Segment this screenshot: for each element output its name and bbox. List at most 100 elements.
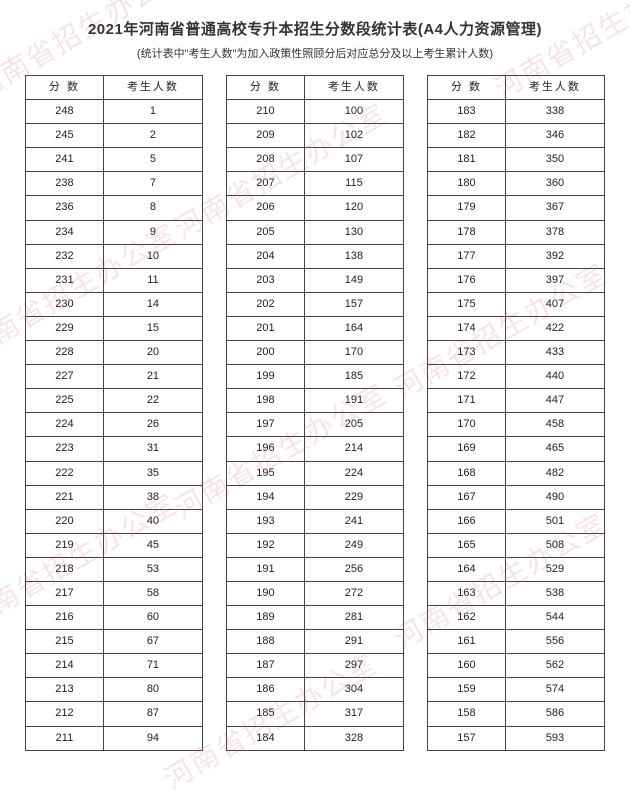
cell-score: 188 bbox=[227, 630, 305, 654]
cell-score: 197 bbox=[227, 413, 305, 437]
table-row: 191256 bbox=[227, 557, 404, 581]
cell-count: 556 bbox=[505, 630, 604, 654]
cell-score: 228 bbox=[26, 341, 104, 365]
cell-count: 291 bbox=[304, 630, 403, 654]
cell-score: 180 bbox=[428, 172, 506, 196]
cell-score: 238 bbox=[26, 172, 104, 196]
cell-count: 100 bbox=[304, 100, 403, 124]
cell-count: 397 bbox=[505, 268, 604, 292]
cell-score: 209 bbox=[227, 124, 305, 148]
cell-count: 22 bbox=[103, 389, 202, 413]
table-row: 186304 bbox=[227, 678, 404, 702]
table-row: 172440 bbox=[428, 365, 605, 389]
cell-count: 482 bbox=[505, 461, 604, 485]
cell-count: 1 bbox=[103, 100, 202, 124]
table-row: 189281 bbox=[227, 606, 404, 630]
table-row: 161556 bbox=[428, 630, 605, 654]
table-row: 21287 bbox=[26, 702, 203, 726]
cell-score: 231 bbox=[26, 268, 104, 292]
cell-score: 172 bbox=[428, 365, 506, 389]
cell-score: 164 bbox=[428, 557, 506, 581]
cell-count: 20 bbox=[103, 341, 202, 365]
cell-score: 213 bbox=[26, 678, 104, 702]
cell-score: 218 bbox=[26, 557, 104, 581]
cell-count: 11 bbox=[103, 268, 202, 292]
table-row: 184328 bbox=[227, 726, 404, 750]
cell-score: 182 bbox=[428, 124, 506, 148]
cell-score: 224 bbox=[26, 413, 104, 437]
cell-score: 190 bbox=[227, 581, 305, 605]
table-row: 203149 bbox=[227, 268, 404, 292]
table-row: 22915 bbox=[26, 316, 203, 340]
table-row: 185317 bbox=[227, 702, 404, 726]
cell-score: 227 bbox=[26, 365, 104, 389]
cell-count: 40 bbox=[103, 509, 202, 533]
score-table-1: 分 数考生人数248124522415238723682349232102311… bbox=[25, 75, 203, 751]
score-table-2: 分 数考生人数210100209102208107207115206120205… bbox=[226, 75, 404, 751]
cell-count: 191 bbox=[304, 389, 403, 413]
table-row: 181350 bbox=[428, 148, 605, 172]
cell-count: 350 bbox=[505, 148, 604, 172]
table-row: 208107 bbox=[227, 148, 404, 172]
cell-count: 58 bbox=[103, 581, 202, 605]
cell-score: 157 bbox=[428, 726, 506, 750]
cell-count: 164 bbox=[304, 316, 403, 340]
table-row: 2368 bbox=[26, 196, 203, 220]
cell-count: 224 bbox=[304, 461, 403, 485]
table-row: 164529 bbox=[428, 557, 605, 581]
table-row: 177392 bbox=[428, 244, 605, 268]
cell-score: 168 bbox=[428, 461, 506, 485]
table-row: 178378 bbox=[428, 220, 605, 244]
cell-count: 360 bbox=[505, 172, 604, 196]
table-row: 21567 bbox=[26, 630, 203, 654]
cell-score: 181 bbox=[428, 148, 506, 172]
table-row: 187297 bbox=[227, 654, 404, 678]
table-row: 196214 bbox=[227, 437, 404, 461]
cell-count: 205 bbox=[304, 413, 403, 437]
cell-score: 189 bbox=[227, 606, 305, 630]
table-row: 21380 bbox=[26, 678, 203, 702]
cell-count: 229 bbox=[304, 485, 403, 509]
col-header-score: 分 数 bbox=[227, 76, 305, 100]
table-row: 21758 bbox=[26, 581, 203, 605]
cell-score: 219 bbox=[26, 533, 104, 557]
cell-score: 203 bbox=[227, 268, 305, 292]
table-row: 183338 bbox=[428, 100, 605, 124]
cell-score: 187 bbox=[227, 654, 305, 678]
cell-count: 465 bbox=[505, 437, 604, 461]
cell-count: 7 bbox=[103, 172, 202, 196]
cell-score: 163 bbox=[428, 581, 506, 605]
table-row: 2452 bbox=[26, 124, 203, 148]
table-row: 23111 bbox=[26, 268, 203, 292]
cell-count: 60 bbox=[103, 606, 202, 630]
table-row: 2481 bbox=[26, 100, 203, 124]
table-row: 21660 bbox=[26, 606, 203, 630]
table-row: 22138 bbox=[26, 485, 203, 509]
cell-count: 8 bbox=[103, 196, 202, 220]
cell-score: 176 bbox=[428, 268, 506, 292]
cell-score: 159 bbox=[428, 678, 506, 702]
table-row: 194229 bbox=[227, 485, 404, 509]
table-row: 176397 bbox=[428, 268, 605, 292]
cell-count: 433 bbox=[505, 341, 604, 365]
cell-count: 501 bbox=[505, 509, 604, 533]
table-row: 180360 bbox=[428, 172, 605, 196]
table-row: 21194 bbox=[26, 726, 203, 750]
table-row: 199185 bbox=[227, 365, 404, 389]
table-row: 169465 bbox=[428, 437, 605, 461]
cell-score: 210 bbox=[227, 100, 305, 124]
cell-count: 529 bbox=[505, 557, 604, 581]
cell-score: 225 bbox=[26, 389, 104, 413]
cell-count: 367 bbox=[505, 196, 604, 220]
table-row: 198191 bbox=[227, 389, 404, 413]
cell-score: 220 bbox=[26, 509, 104, 533]
cell-score: 208 bbox=[227, 148, 305, 172]
cell-score: 194 bbox=[227, 485, 305, 509]
cell-count: 120 bbox=[304, 196, 403, 220]
table-row: 209102 bbox=[227, 124, 404, 148]
cell-count: 38 bbox=[103, 485, 202, 509]
cell-count: 31 bbox=[103, 437, 202, 461]
table-row: 192249 bbox=[227, 533, 404, 557]
cell-score: 215 bbox=[26, 630, 104, 654]
cell-count: 508 bbox=[505, 533, 604, 557]
